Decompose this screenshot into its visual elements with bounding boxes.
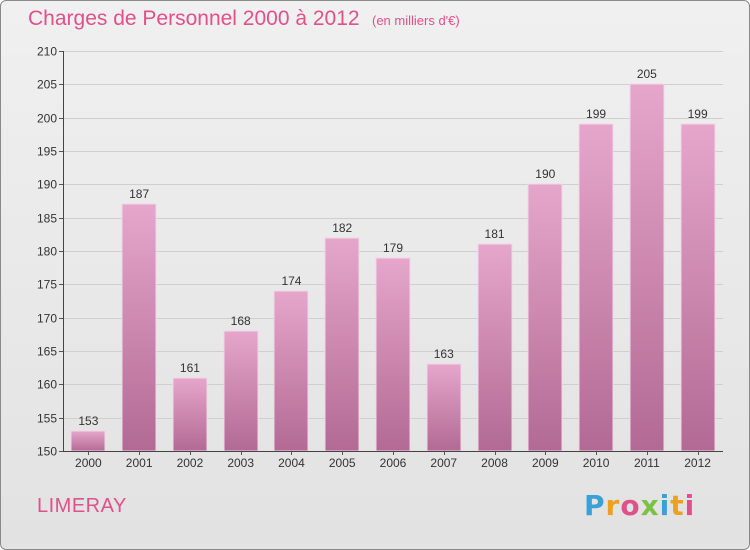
bar-value-label: 181 xyxy=(485,227,505,241)
y-tick-label: 180 xyxy=(37,245,57,259)
bar-value-label: 153 xyxy=(78,414,98,428)
y-tick-label: 205 xyxy=(37,78,57,92)
x-tick-label: 2004 xyxy=(278,456,305,470)
axis-layer: 150 155 160 165 170 175 180 185 190 195 200 205 210 2… xyxy=(37,45,723,470)
bar-value-label: 205 xyxy=(637,67,657,81)
y-tick-label: 200 xyxy=(37,112,57,126)
x-tick-label: 2007 xyxy=(430,456,457,470)
bar xyxy=(121,203,157,452)
bar xyxy=(629,83,665,452)
x-tick-label: 2011 xyxy=(634,456,660,470)
y-tick-label: 175 xyxy=(37,278,57,292)
y-tick-label: 150 xyxy=(37,445,57,459)
y-tick-label: 210 xyxy=(37,45,57,59)
x-tick-label: 2006 xyxy=(380,456,407,470)
bar xyxy=(477,243,513,452)
y-tick-label: 190 xyxy=(37,178,57,192)
chart-title: Charges de Personnel 2000 à 2012 xyxy=(28,7,360,30)
proxiti-logo: Proxiti xyxy=(584,489,696,522)
bar-value-label: 187 xyxy=(129,187,149,201)
bar-value-label: 199 xyxy=(688,107,708,121)
bar xyxy=(680,123,716,452)
bar-value-label: 168 xyxy=(231,314,251,328)
chart-subtitle: (en milliers d'€) xyxy=(372,13,460,28)
bar-value-label: 182 xyxy=(332,221,352,235)
y-tick-label: 195 xyxy=(37,145,57,159)
bar xyxy=(578,123,614,452)
bar-value-label: 161 xyxy=(180,361,200,375)
x-tick-label: 2005 xyxy=(329,456,356,470)
bar-value-label: 163 xyxy=(434,347,454,361)
town-name: LIMERAY xyxy=(37,495,127,517)
y-tick-label: 165 xyxy=(37,345,57,359)
x-tick-label: 2003 xyxy=(227,456,254,470)
bar xyxy=(527,183,563,452)
x-tick-label: 2008 xyxy=(481,456,508,470)
bar-value-label: 199 xyxy=(586,107,606,121)
bar xyxy=(223,330,259,452)
bar xyxy=(324,237,360,452)
x-tick-label: 2012 xyxy=(684,456,711,470)
x-tick-label: 2001 xyxy=(126,456,153,470)
bar-value-label: 179 xyxy=(383,241,403,255)
bar xyxy=(70,430,106,452)
bar xyxy=(426,363,462,452)
bar xyxy=(375,257,411,452)
bar-value-label: 174 xyxy=(281,274,301,288)
bar xyxy=(273,290,309,452)
y-tick-label: 160 xyxy=(37,378,57,392)
x-tick-label: 2009 xyxy=(532,456,559,470)
x-tick-label: 2002 xyxy=(177,456,204,470)
bars-layer: 153 187 161 168 174 182 179 163 181 190 199 205 199 xyxy=(70,67,716,452)
y-tick-label: 170 xyxy=(37,312,57,326)
bar xyxy=(172,377,208,452)
x-tick-label: 2000 xyxy=(75,456,102,470)
y-tick-label: 185 xyxy=(37,212,57,226)
bar-value-label: 190 xyxy=(535,167,555,181)
x-tick-label: 2010 xyxy=(583,456,610,470)
y-tick-label: 155 xyxy=(37,412,57,426)
